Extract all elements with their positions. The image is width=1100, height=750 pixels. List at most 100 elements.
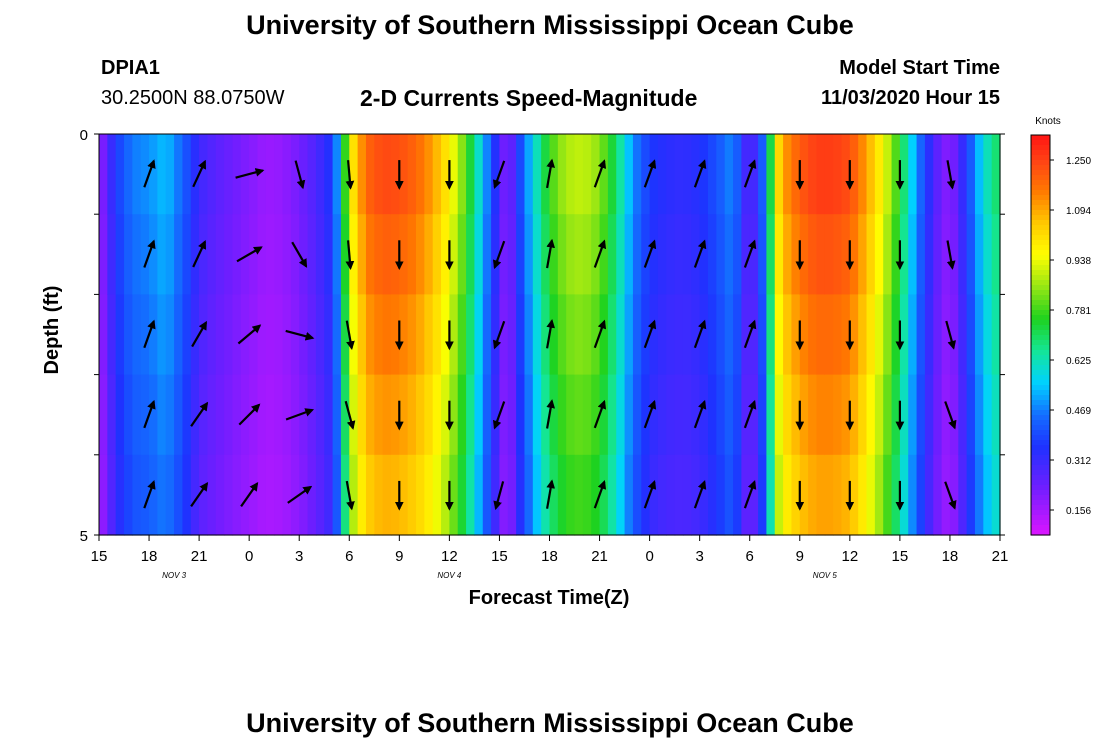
heatmap-cell (899, 294, 909, 376)
heatmap-cell (883, 374, 893, 456)
heatmap-cell (616, 134, 626, 215)
current-vector (143, 239, 156, 268)
heatmap-cell (833, 454, 843, 536)
heatmap-cell (282, 134, 292, 215)
heatmap-cell (774, 294, 784, 376)
colorbar-segment (1031, 290, 1050, 296)
heatmap-cell (908, 454, 918, 536)
heatmap-cell (474, 214, 484, 295)
heatmap-cell (474, 374, 484, 456)
current-vector (143, 480, 156, 509)
heatmap-cell (666, 454, 676, 536)
heatmap-cell (149, 294, 158, 376)
heatmap-cell (224, 294, 234, 376)
heatmap-cell (741, 454, 751, 536)
heatmap-cell (457, 294, 467, 376)
current-vector (492, 401, 506, 430)
heatmap-cell (449, 294, 459, 376)
current-vector (546, 479, 556, 509)
heatmap-cell (224, 134, 234, 215)
x-tick-label: 21 (591, 548, 608, 565)
heatmap-cell (382, 214, 392, 295)
heatmap-cell (482, 134, 492, 215)
heatmap-cell (716, 454, 726, 536)
heatmap-cell (808, 134, 818, 215)
heatmap-cell (649, 134, 659, 215)
heatmap-cell (733, 294, 742, 376)
heatmap-cell (424, 454, 434, 536)
heatmap-cell (799, 134, 809, 215)
current-vector (291, 241, 308, 268)
heatmap-cell (399, 294, 409, 376)
current-vector (593, 239, 607, 268)
heatmap-cell (891, 294, 901, 376)
heatmap-cell (733, 134, 742, 215)
heatmap-cell (991, 454, 1001, 536)
heatmap-cell (891, 454, 901, 536)
heatmap-cell (607, 134, 617, 215)
heatmap-cell (591, 214, 601, 295)
heatmap-cell (115, 134, 125, 215)
heatmap-cell (824, 214, 834, 295)
heatmap-cell (441, 214, 450, 295)
heatmap-cell (424, 134, 434, 215)
heatmap-cell (199, 214, 209, 295)
heatmap-cell (407, 214, 417, 295)
colorbar-segment (1031, 490, 1050, 496)
heatmap-cell (849, 294, 859, 376)
heatmap-cell (866, 294, 876, 376)
heatmap-cell (199, 134, 209, 215)
heatmap-cell (991, 374, 1001, 456)
heatmap-cell (574, 294, 584, 376)
heatmap-cell (107, 454, 117, 536)
heatmap-cell (340, 294, 350, 376)
current-vector (946, 160, 956, 190)
colorbar-segment (1031, 320, 1050, 326)
heatmap-cell (215, 374, 225, 456)
heatmap-cell (557, 214, 567, 295)
heatmap-cell (140, 374, 150, 456)
heatmap-cell (574, 134, 584, 215)
heatmap-cell (708, 134, 717, 215)
colorbar-segment (1031, 250, 1050, 256)
heatmap-cell (466, 214, 476, 295)
heatmap-cell (908, 214, 918, 295)
heatmap-cell (549, 294, 559, 376)
heatmap-cell (290, 454, 300, 536)
heatmap-cell (958, 374, 968, 456)
heatmap-cell (107, 294, 117, 376)
heatmap-cell (791, 454, 801, 536)
heatmap-cell (766, 374, 776, 456)
heatmap-cell (549, 374, 559, 456)
x-tick-label: 15 (491, 548, 508, 565)
heatmap-cell (783, 374, 793, 456)
heatmap-cell (215, 134, 225, 215)
heatmap-cell (407, 374, 417, 456)
heatmap-cell (949, 214, 959, 295)
heatmap-cell (916, 214, 926, 295)
heatmap-cell (966, 454, 976, 536)
heatmap-cell (457, 214, 467, 295)
heatmap-cell (474, 454, 484, 536)
heatmap-cell (958, 294, 968, 376)
heatmap-cell (299, 214, 309, 295)
colorbar-segment (1031, 355, 1050, 361)
heatmap-cell (232, 134, 242, 215)
current-vector (192, 240, 207, 268)
heatmap-cell (324, 134, 334, 215)
heatmap-cell (282, 294, 292, 376)
heatmap-cell (833, 294, 843, 376)
heatmap-cell (499, 214, 509, 295)
heatmap-cell (733, 214, 742, 295)
heatmap-cell (265, 214, 275, 295)
colorbar-segment (1031, 450, 1050, 456)
heatmap-cell (332, 214, 342, 295)
colorbar-segment (1031, 350, 1050, 356)
heatmap-cell (966, 294, 976, 376)
heatmap-cell (674, 214, 684, 295)
current-vector (743, 480, 757, 509)
heatmap-cell (207, 214, 217, 295)
heatmap-cell (933, 454, 943, 536)
date-label: NOV 4 (437, 571, 462, 580)
date-label: NOV 5 (813, 571, 838, 580)
